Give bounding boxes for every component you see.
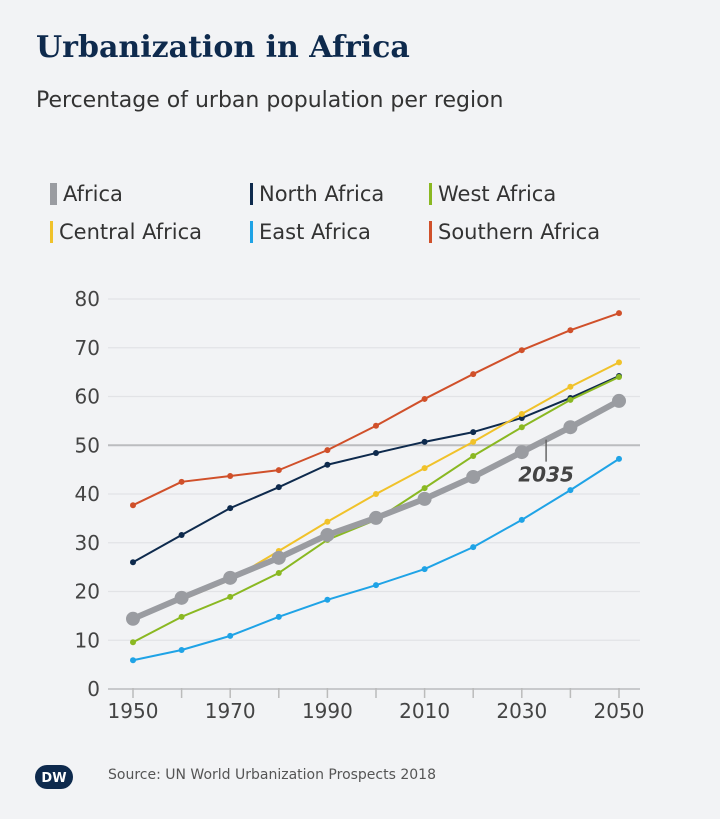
data-point-central-africa (324, 518, 331, 525)
data-point-east-africa (130, 657, 136, 664)
legend-label: Central Africa (59, 220, 203, 244)
legend-item-southern-africa: Southern Africa (429, 220, 600, 244)
chart-title: Urbanization in Africa (36, 30, 410, 65)
legend-swatch (50, 183, 57, 205)
data-point-southern-africa (227, 472, 234, 479)
data-point-north-africa (130, 559, 136, 566)
data-point-central-africa (373, 491, 379, 497)
legend-label: Africa (63, 182, 123, 206)
data-point-west-africa (275, 569, 282, 576)
data-point-africa (417, 491, 432, 506)
data-point-central-africa (616, 359, 622, 366)
x-tick-label: 1990 (302, 699, 353, 723)
y-tick-label: 10 (75, 628, 100, 652)
data-point-west-africa (130, 639, 136, 646)
data-point-central-africa (421, 465, 428, 472)
data-point-north-africa (373, 450, 379, 457)
data-point-southern-africa (421, 395, 428, 402)
x-tick-label: 1970 (205, 699, 256, 723)
legend-item-west-africa: West Africa (429, 182, 556, 206)
y-tick-label: 70 (75, 336, 100, 360)
data-point-east-africa (518, 516, 525, 523)
data-point-west-africa (567, 396, 574, 403)
data-point-east-africa (178, 647, 185, 653)
dw-logo: DW (34, 764, 74, 794)
data-point-southern-africa (178, 478, 185, 485)
legend-label: Southern Africa (438, 220, 601, 244)
data-point-southern-africa (616, 310, 622, 317)
data-point-africa (369, 510, 383, 525)
data-point-central-africa (518, 411, 525, 418)
data-point-east-africa (616, 455, 622, 462)
data-point-southern-africa (373, 422, 379, 429)
data-point-east-africa (470, 544, 477, 551)
y-tick-label: 30 (75, 531, 100, 555)
legend-item-central-africa: Central Africa (50, 220, 202, 244)
data-point-africa (126, 611, 140, 626)
x-tick-label: 2010 (399, 699, 450, 723)
data-point-north-africa (470, 429, 477, 436)
x-tick-label: 1950 (108, 699, 159, 723)
legend-item-east-africa: East Africa (250, 220, 371, 244)
legend-swatch (250, 183, 253, 205)
data-point-africa (466, 469, 481, 484)
legend-item-africa: Africa (50, 182, 123, 206)
data-point-africa (320, 527, 335, 542)
y-tick-label: 0 (87, 677, 100, 701)
legend-label: North Africa (259, 182, 385, 206)
data-point-north-africa (227, 505, 234, 512)
x-tick-label: 2030 (496, 699, 547, 723)
y-tick-label: 80 (75, 287, 100, 311)
data-point-east-africa (227, 632, 234, 639)
data-point-east-africa (421, 566, 428, 573)
data-point-north-africa (178, 531, 185, 538)
legend-label: East Africa (259, 220, 371, 244)
data-point-southern-africa (275, 467, 282, 474)
data-point-east-africa (373, 582, 379, 589)
data-point-north-africa (421, 438, 428, 445)
legend-label: West Africa (438, 182, 557, 206)
data-point-southern-africa (567, 327, 574, 334)
x-tick-label: 2050 (594, 699, 645, 723)
data-point-west-africa (421, 485, 428, 492)
data-point-central-africa (567, 383, 574, 390)
data-point-southern-africa (518, 347, 525, 354)
series-line-east-africa (132, 458, 620, 662)
legend-swatch (50, 221, 53, 243)
data-point-west-africa (518, 424, 525, 431)
data-point-southern-africa (324, 447, 331, 454)
data-point-africa (612, 393, 626, 408)
y-tick-label: 60 (75, 385, 100, 409)
data-point-west-africa (616, 374, 622, 380)
data-point-east-africa (567, 487, 574, 494)
source-note: Source: UN World Urbanization Prospects … (108, 767, 436, 783)
data-point-central-africa (470, 438, 477, 445)
svg-text:DW: DW (41, 771, 66, 786)
legend-swatch (429, 221, 432, 243)
data-point-north-africa (324, 461, 331, 468)
legend-item-north-africa: North Africa (250, 182, 384, 206)
data-point-southern-africa (470, 371, 477, 378)
legend-swatch (429, 183, 432, 205)
data-point-north-africa (275, 484, 282, 491)
data-point-west-africa (227, 593, 234, 600)
data-point-africa (514, 445, 529, 460)
data-point-east-africa (275, 613, 282, 620)
series-line-west-africa (132, 376, 620, 644)
annotation-label: 2035 (518, 463, 574, 487)
data-point-africa (271, 550, 286, 565)
data-point-africa (563, 420, 578, 435)
data-point-west-africa (178, 613, 185, 620)
data-point-east-africa (324, 596, 331, 603)
legend-swatch (250, 221, 253, 243)
data-point-west-africa (470, 452, 477, 459)
data-point-southern-africa (130, 502, 136, 509)
data-point-africa (223, 570, 238, 585)
y-tick-label: 40 (75, 482, 100, 506)
data-point-africa (174, 590, 189, 605)
y-tick-label: 20 (75, 580, 100, 604)
chart-subtitle: Percentage of urban population per regio… (36, 88, 504, 113)
y-tick-label: 50 (75, 433, 100, 457)
